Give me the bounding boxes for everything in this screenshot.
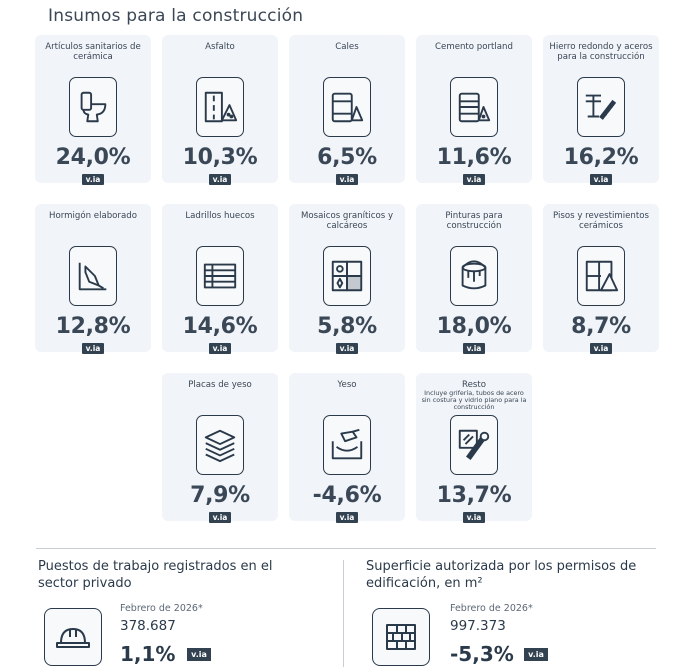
stat-variation: -5,3% bbox=[450, 642, 514, 666]
card-value: 18,0% bbox=[436, 314, 512, 339]
plasterboard-icon bbox=[196, 415, 244, 475]
card-label: Ladrillos huecos bbox=[185, 211, 255, 221]
yoy-badge: v.ia bbox=[336, 512, 358, 523]
card-value: 13,7% bbox=[436, 483, 512, 508]
card-label: Pisos y revestimientos cerámicos bbox=[553, 211, 649, 231]
yoy-badge: v.ia bbox=[209, 512, 231, 523]
card-hormigon: Hormigón elaborado 12,8% v.ia bbox=[35, 204, 151, 354]
card-label: Pinturas para construcción bbox=[445, 211, 503, 231]
card-value: 24,0% bbox=[55, 145, 131, 170]
stat-variation: 1,1% bbox=[120, 642, 176, 666]
card-label: Artículos sanitarios de cerámica bbox=[45, 42, 141, 62]
toilet-icon bbox=[69, 77, 117, 137]
card-label: Yeso bbox=[337, 380, 357, 390]
stat-number: 378.687 bbox=[120, 618, 176, 634]
card-sanitarios: Artículos sanitarios de cerámica 24,0% v… bbox=[35, 35, 151, 185]
yoy-badge: v.ia bbox=[209, 343, 231, 354]
card-value: 11,6% bbox=[436, 145, 512, 170]
card-label: Asfalto bbox=[205, 42, 235, 52]
page-title: Insumos para la construcción bbox=[48, 6, 304, 26]
card-value: 10,3% bbox=[182, 145, 258, 170]
yoy-badge: v.ia bbox=[463, 512, 485, 523]
card-hierro: Hierro redondo y aceros para la construc… bbox=[543, 35, 659, 185]
card-value: 12,8% bbox=[55, 314, 131, 339]
yoy-badge: v.ia bbox=[336, 343, 358, 354]
hollow-brick-icon bbox=[196, 246, 244, 306]
card-value: -4,6% bbox=[312, 483, 382, 508]
card-cemento: Cemento portland 11,6% v.ia bbox=[416, 35, 532, 185]
brick-wall-icon bbox=[372, 608, 430, 666]
card-value: 8,7% bbox=[571, 314, 631, 339]
yoy-badge: v.ia bbox=[463, 174, 485, 185]
card-label: Mosaicos graníticos y calcáreos bbox=[300, 211, 394, 231]
stat-title: Puestos de trabajo registrados en el sec… bbox=[38, 559, 273, 591]
inputs-grid: Artículos sanitarios de cerámica 24,0% v… bbox=[35, 35, 659, 523]
hard-hat-icon bbox=[44, 608, 102, 666]
card-yeso: Yeso -4,6% v.ia bbox=[289, 373, 405, 523]
column-divider bbox=[343, 560, 344, 667]
stat-number: 997.373 bbox=[450, 618, 506, 634]
asphalt-icon bbox=[196, 77, 244, 137]
card-pisos: Pisos y revestimientos cerámicos 8,7% v.… bbox=[543, 204, 659, 354]
paint-bucket-icon bbox=[450, 246, 498, 306]
card-label: Placas de yeso bbox=[188, 380, 252, 390]
card-cales: Cales 6,5% v.ia bbox=[289, 35, 405, 185]
steel-bars-icon bbox=[577, 77, 625, 137]
ceramic-floor-icon bbox=[577, 246, 625, 306]
card-note: Incluye grifería, tubos de acero sin cos… bbox=[421, 389, 527, 412]
card-value: 7,9% bbox=[190, 483, 250, 508]
card-resto: Resto Incluye grifería, tubos de acero s… bbox=[416, 373, 532, 523]
yoy-badge: v.ia bbox=[187, 648, 211, 661]
card-label: Hierro redondo y aceros para la construc… bbox=[549, 42, 653, 62]
card-value: 16,2% bbox=[563, 145, 639, 170]
section-divider bbox=[36, 548, 656, 549]
card-ladrillos: Ladrillos huecos 14,6% v.ia bbox=[162, 204, 278, 354]
card-pinturas: Pinturas para construcción 18,0% v.ia bbox=[416, 204, 532, 354]
plaster-box-icon bbox=[323, 415, 371, 475]
card-label: Cemento portland bbox=[435, 42, 513, 52]
cement-bags-icon bbox=[450, 77, 498, 137]
yoy-badge: v.ia bbox=[209, 174, 231, 185]
mosaic-tiles-icon bbox=[323, 246, 371, 306]
concrete-trowel-icon bbox=[69, 246, 117, 306]
yoy-badge: v.ia bbox=[82, 174, 104, 185]
card-label: Hormigón elaborado bbox=[49, 211, 137, 221]
stat-title: Superficie autorizada por los permisos d… bbox=[366, 559, 637, 591]
stat-jobs: Puestos de trabajo registrados en el sec… bbox=[38, 558, 328, 667]
stat-area: Superficie autorizada por los permisos d… bbox=[366, 558, 666, 667]
yoy-badge: v.ia bbox=[82, 343, 104, 354]
card-placas-yeso: Placas de yeso 7,9% v.ia bbox=[162, 373, 278, 523]
card-value: 14,6% bbox=[182, 314, 258, 339]
card-value: 5,8% bbox=[317, 314, 377, 339]
stat-date: Febrero de 2026* bbox=[450, 603, 533, 614]
pipe-glass-icon bbox=[450, 415, 498, 475]
card-value: 6,5% bbox=[317, 145, 377, 170]
yoy-badge: v.ia bbox=[590, 174, 612, 185]
card-asfalto: Asfalto 10,3% v.ia bbox=[162, 35, 278, 185]
yoy-badge: v.ia bbox=[336, 174, 358, 185]
card-label: Cales bbox=[335, 42, 359, 52]
lime-bags-icon bbox=[323, 77, 371, 137]
yoy-badge: v.ia bbox=[524, 648, 548, 661]
card-mosaicos: Mosaicos graníticos y calcáreos 5,8% v.i… bbox=[289, 204, 405, 354]
stat-date: Febrero de 2026* bbox=[120, 603, 203, 614]
card-label: Resto bbox=[462, 380, 486, 390]
yoy-badge: v.ia bbox=[590, 343, 612, 354]
yoy-badge: v.ia bbox=[463, 343, 485, 354]
